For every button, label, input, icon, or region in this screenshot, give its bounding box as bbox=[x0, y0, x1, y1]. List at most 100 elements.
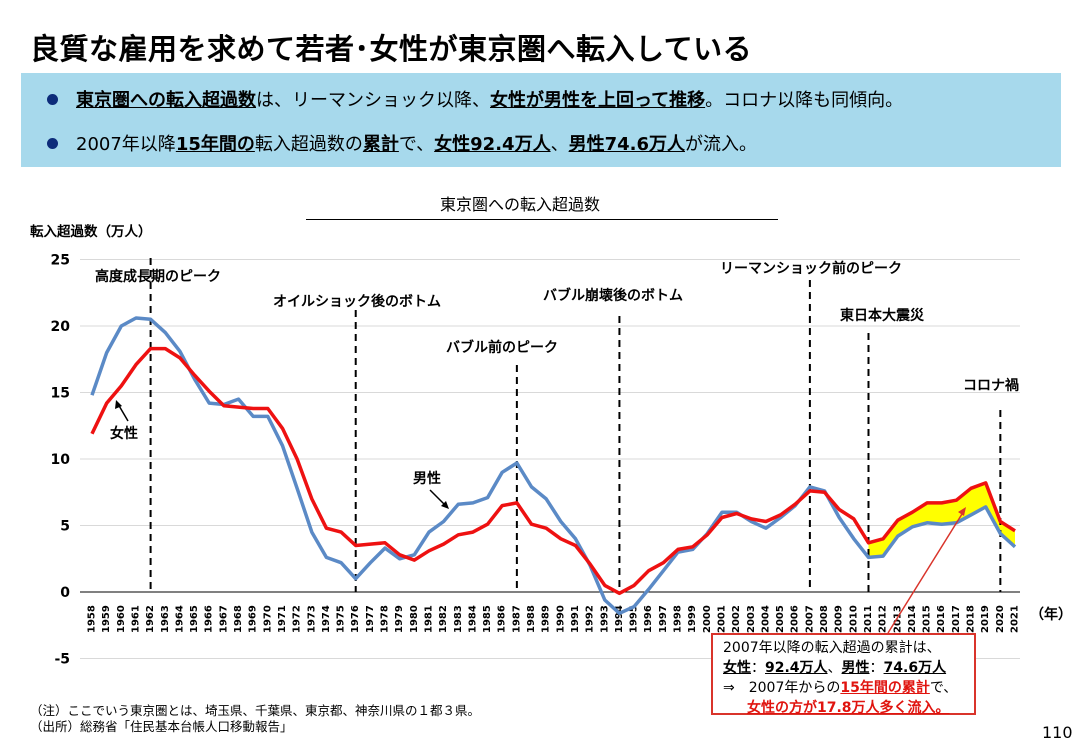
x-tick-label: 2021 bbox=[1010, 605, 1021, 633]
x-tick-label: 2014 bbox=[907, 605, 918, 633]
x-tick-label: 1959 bbox=[101, 605, 112, 633]
x-tick-label: 1986 bbox=[497, 605, 508, 633]
x-tick-label: 1967 bbox=[218, 605, 229, 633]
x-tick-label: 1980 bbox=[409, 605, 420, 633]
x-tick-label: 1965 bbox=[189, 605, 200, 633]
x-tick-label: 2016 bbox=[936, 605, 947, 633]
y-axis-label: 転入超過数（万人） bbox=[30, 223, 152, 240]
callout-comma: 、 bbox=[827, 660, 842, 676]
x-tick-label: 1990 bbox=[555, 605, 566, 633]
x-tick-label: 2011 bbox=[863, 605, 874, 633]
x-tick-label: 2017 bbox=[951, 605, 962, 633]
bullet-1-run: は、リーマンショック以降、 bbox=[256, 90, 490, 111]
x-tick-label: 1977 bbox=[365, 605, 376, 633]
x-tick-label: 2000 bbox=[702, 605, 713, 633]
x-tick-label: 2004 bbox=[760, 605, 771, 633]
x-tick-label: 1984 bbox=[467, 605, 478, 633]
x-tick-label: 2008 bbox=[819, 605, 830, 633]
x-tick-label: 2007 bbox=[804, 605, 815, 633]
x-tick-label: 1974 bbox=[321, 605, 332, 633]
x-tick-label: 2006 bbox=[790, 605, 801, 633]
x-tick-label: 1958 bbox=[87, 605, 98, 633]
female-series-line bbox=[90, 346, 1016, 596]
x-tick-label: 2005 bbox=[775, 605, 786, 633]
x-tick-label: 1989 bbox=[541, 605, 552, 633]
x-tick-label: 2002 bbox=[731, 605, 742, 633]
x-tick-label: 1982 bbox=[438, 605, 449, 633]
x-tick-label: 1998 bbox=[673, 605, 684, 633]
callout-female-label: 女性 bbox=[723, 660, 751, 676]
callout-line-1: 2007年以降の転入超過の累計は、 bbox=[723, 640, 941, 656]
event-label: バブル崩壊後のボトム bbox=[543, 287, 683, 304]
event-label: コロナ禍 bbox=[963, 377, 1019, 394]
x-tick-label: 1985 bbox=[482, 605, 493, 633]
x-tick-label: 1992 bbox=[585, 605, 596, 633]
callout-male-value: 74.6万人 bbox=[883, 660, 947, 676]
x-tick-label: 2012 bbox=[878, 605, 889, 633]
callout-pointer-arrowhead-icon bbox=[958, 507, 966, 516]
x-tick-label: 1983 bbox=[453, 605, 464, 633]
bullet-dot-icon bbox=[47, 137, 58, 149]
x-axis-unit: （年） bbox=[1030, 606, 1072, 623]
x-tick-label: 2001 bbox=[716, 605, 727, 633]
x-tick-label: 1973 bbox=[306, 605, 317, 633]
bullet-2-text: 2007年以降15年間の転入超過数の累計で、女性92.4万人、男性74.6万人が… bbox=[76, 134, 757, 155]
x-tick-label: 1960 bbox=[116, 605, 127, 633]
callout-de: で、 bbox=[929, 680, 958, 696]
x-tick-label: 2013 bbox=[892, 605, 903, 633]
bullet-2-run: 累計 bbox=[362, 134, 399, 155]
callout-line-3: ⇒ 2007年からの15年間の累計で、 bbox=[723, 678, 974, 698]
x-tick-label: 2009 bbox=[834, 605, 845, 633]
footnote-source: （出所）総務省「住民基本台帳人口移動報告」 bbox=[30, 719, 293, 734]
page-number: 110 bbox=[1042, 723, 1073, 742]
bullet-1-run: 女性が男性を上回って推移 bbox=[490, 90, 706, 111]
footnote-note: （注）ここでいう東京圏とは、埼玉県、千葉県、東京都、神奈川県の１都３県。 bbox=[30, 703, 481, 718]
x-tick-label: 1991 bbox=[570, 605, 581, 633]
bullet-2-run: で、 bbox=[398, 134, 435, 155]
cumulative-callout: 2007年以降の転入超過の累計は、 女性：92.4万人、男性：74.6万人 ⇒ … bbox=[711, 633, 976, 716]
male-series-line bbox=[90, 316, 1017, 616]
male-series-label: 男性 bbox=[413, 470, 441, 487]
x-tick-label: 1993 bbox=[599, 605, 610, 633]
x-tick-label: 1994 bbox=[614, 605, 625, 633]
female-label-arrowhead-icon bbox=[115, 400, 122, 409]
x-tick-label: 1976 bbox=[350, 605, 361, 633]
x-tick-label: 1988 bbox=[526, 605, 537, 633]
summary-bullet-1: 東京圏への転入超過数は、リーマンショック以降、女性が男性を上回って推移。コロナ以… bbox=[47, 86, 903, 112]
chart-title-rule bbox=[306, 219, 778, 220]
callout-male-label: 男性 bbox=[841, 660, 870, 676]
bullet-1-run: 。コロナ以降も同傾向。 bbox=[705, 90, 904, 111]
male-label-arrowhead-icon bbox=[441, 501, 449, 509]
x-tick-label: 1963 bbox=[160, 605, 171, 633]
y-tick-label: 5 bbox=[60, 519, 70, 535]
x-tick-label: 1979 bbox=[394, 605, 405, 633]
callout-line-2: 女性：92.4万人、男性：74.6万人 bbox=[723, 658, 974, 678]
chart-title: 東京圏への転入超過数 bbox=[440, 195, 601, 214]
y-tick-label: 20 bbox=[51, 319, 71, 335]
x-tick-label: 1971 bbox=[277, 605, 288, 633]
bullet-1-text: 東京圏への転入超過数は、リーマンショック以降、女性が男性を上回って推移。コロナ以… bbox=[76, 90, 903, 111]
x-tick-label: 2010 bbox=[848, 605, 859, 633]
callout-arrow-text: ⇒ 2007年からの bbox=[723, 680, 841, 696]
x-tick-label: 1981 bbox=[423, 605, 434, 633]
bullet-2-run: 、 bbox=[550, 134, 569, 155]
x-tick-label: 1996 bbox=[643, 605, 654, 633]
event-label: リーマンショック前のピーク bbox=[720, 260, 902, 277]
y-tick-label: 10 bbox=[51, 452, 71, 468]
page-title: 良質な雇用を求めて若者･女性が東京圏へ転入している bbox=[30, 32, 753, 66]
bullet-2-run: 15年間の bbox=[175, 134, 255, 155]
x-tick-label: 1975 bbox=[336, 605, 347, 633]
callout-pointer-line bbox=[887, 513, 963, 634]
x-tick-label: 2019 bbox=[980, 605, 991, 633]
x-tick-label: 1972 bbox=[292, 605, 303, 633]
y-tick-label: 0 bbox=[60, 585, 70, 601]
x-tick-label: 1962 bbox=[145, 605, 156, 633]
bullet-2-run: 男性74.6万人 bbox=[568, 134, 685, 155]
bullet-2-run: 2007年以降 bbox=[76, 134, 176, 155]
x-tick-label: 2018 bbox=[966, 605, 977, 633]
event-label: 東日本大震災 bbox=[840, 307, 925, 324]
callout-female-value: 92.4万人 bbox=[765, 660, 828, 676]
callout-15yr: 15年間の累計 bbox=[840, 680, 930, 696]
event-label: バブル前のピーク bbox=[446, 339, 558, 356]
